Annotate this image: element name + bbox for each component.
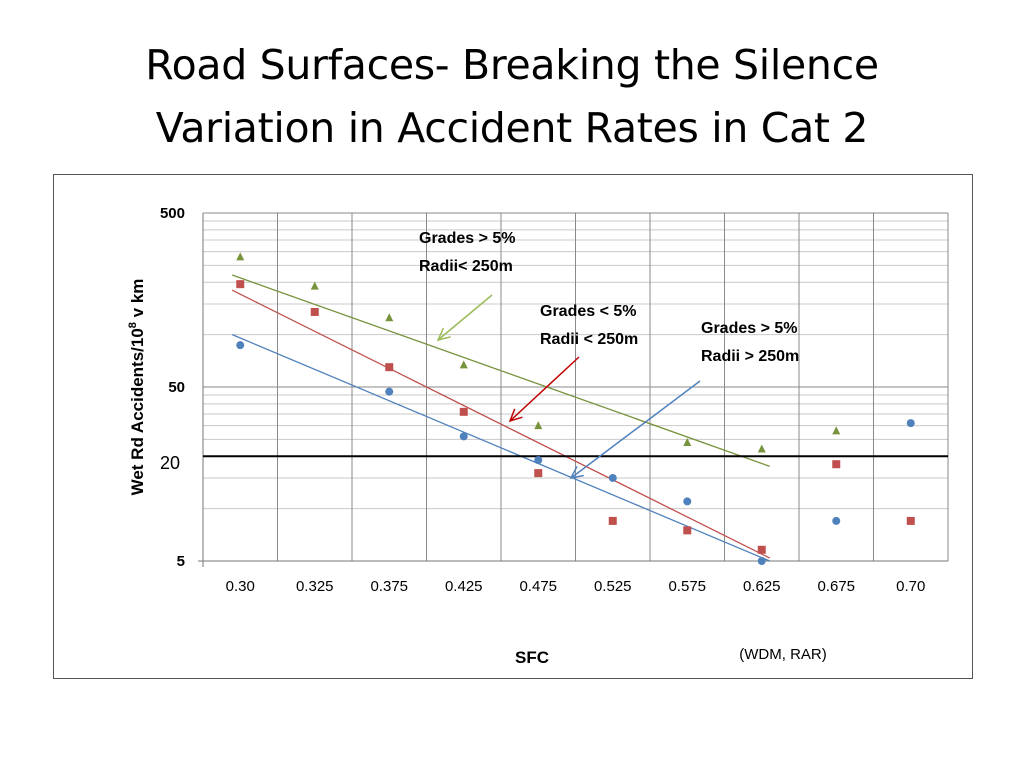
- data-point-square: [385, 363, 394, 372]
- data-point-circle: [906, 419, 915, 428]
- y-tick-label: 5: [177, 553, 185, 570]
- data-point-triangle: [832, 426, 841, 435]
- reference-line-label: 20: [160, 453, 180, 473]
- annotation-line-1: Grades > 5%: [419, 230, 516, 247]
- annotation-arrowhead: [569, 466, 584, 480]
- data-point-square: [683, 526, 692, 535]
- data-point-triangle: [757, 444, 766, 453]
- data-point-triangle: [459, 360, 468, 369]
- chart-frame: 5 50 500 0.30 0.325 0.375 0.425 0.475 0.525 0.575…: [53, 174, 973, 679]
- data-point-square: [534, 469, 543, 478]
- data-point-square: [310, 307, 319, 316]
- data-point-square: [832, 460, 841, 469]
- annotation-line-2: Radii < 250m: [540, 331, 638, 348]
- data-point-square: [236, 280, 245, 289]
- data-point-circle: [534, 456, 543, 465]
- x-tick-label: 0.30: [226, 578, 255, 595]
- annotation-arrow: [437, 294, 493, 341]
- y-tick-label: 50: [168, 379, 185, 396]
- annotation-line-2: Radii< 250m: [419, 258, 513, 275]
- x-tick-label: 0.525: [594, 578, 632, 595]
- x-tick-label: 0.625: [743, 578, 781, 595]
- data-point-triangle: [385, 313, 394, 322]
- data-point-circle: [683, 497, 692, 506]
- data-point-circle: [832, 516, 841, 525]
- data-point-circle: [757, 557, 766, 565]
- source-note: (WDM, RAR): [739, 646, 826, 663]
- annotation-line-1: Grades < 5%: [540, 303, 637, 320]
- x-tick-label: 0.325: [296, 578, 334, 595]
- annotation-arrow: [509, 356, 580, 422]
- annotation-arrowhead: [508, 408, 523, 423]
- scatter-chart: 5 50 500 0.30 0.325 0.375 0.425 0.475 0.525 0.575…: [127, 205, 949, 667]
- slide-title-line-2: Variation in Accident Rates in Cat 2: [155, 104, 869, 152]
- data-point-circle: [385, 387, 394, 396]
- slide-title: Road Surfaces- Breaking the Silence Vari…: [0, 34, 1024, 160]
- data-point-triangle: [683, 437, 692, 446]
- x-tick-label: 0.375: [370, 578, 408, 595]
- annotation-arrow: [570, 380, 701, 479]
- data-point-triangle: [310, 281, 319, 290]
- data-point-square: [459, 407, 468, 416]
- data-point-triangle: [534, 421, 543, 430]
- annotation-line-1: Grades > 5%: [701, 320, 798, 337]
- y-tick-label: 500: [160, 205, 185, 222]
- y-axis-title: Wet Rd Accidents/108 v km: [127, 279, 147, 496]
- annotation-line-2: Radii > 250m: [701, 348, 799, 365]
- slide-title-line-1: Road Surfaces- Breaking the Silence: [145, 41, 879, 89]
- data-point-triangle: [236, 252, 245, 261]
- x-tick-label: 0.425: [445, 578, 483, 595]
- x-tick-label: 0.70: [896, 578, 925, 595]
- x-axis-title: SFC: [515, 648, 549, 667]
- annotation-arrowhead: [436, 327, 451, 342]
- data-point-circle: [459, 432, 468, 441]
- data-point-circle: [608, 473, 617, 482]
- trend-line: [232, 274, 770, 467]
- data-point-square: [757, 545, 766, 554]
- x-tick-label: 0.575: [668, 578, 706, 595]
- data-point-square: [906, 516, 915, 525]
- data-point-square: [608, 516, 617, 525]
- trend-line: [231, 289, 771, 559]
- x-tick-label: 0.675: [817, 578, 855, 595]
- x-tick-label: 0.475: [519, 578, 557, 595]
- trend-line: [231, 334, 771, 562]
- data-point-circle: [236, 341, 245, 350]
